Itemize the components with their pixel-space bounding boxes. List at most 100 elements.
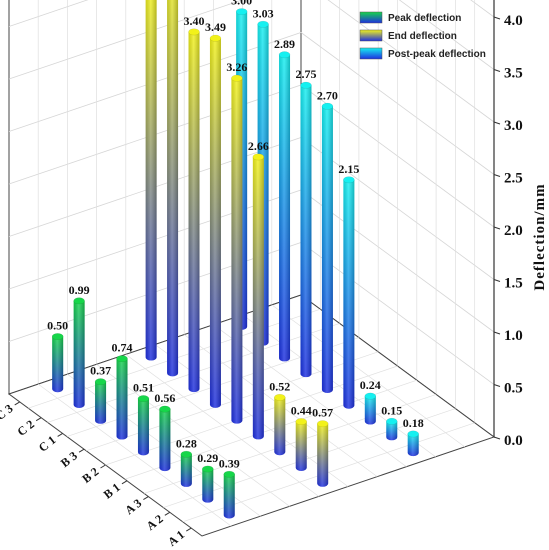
value-label: 2.15	[338, 162, 359, 176]
category-tick	[78, 448, 85, 453]
z-tick	[493, 279, 501, 282]
bar-shading	[321, 106, 333, 393]
bar-shading	[223, 474, 235, 519]
bar-cap	[180, 450, 193, 458]
category-tick	[14, 401, 20, 406]
grid-line	[37, 383, 232, 527]
value-label: 0.29	[197, 451, 218, 465]
bar-shading	[279, 54, 291, 362]
bar-cap	[137, 395, 150, 403]
bar-shading	[343, 179, 355, 409]
value-label: 2.75	[295, 67, 316, 81]
bar-c3-series1	[145, 0, 157, 361]
z-tick	[493, 331, 501, 335]
category-tick	[57, 433, 63, 437]
legend-label: End deflection	[388, 31, 457, 42]
z-tick	[493, 436, 501, 440]
bar-shading	[202, 469, 214, 503]
bar-cap	[202, 465, 214, 473]
category-tick	[143, 496, 149, 500]
value-label: 0.56	[154, 391, 175, 405]
bar-shading	[386, 421, 398, 441]
legend: Peak deflection End deflection Post-peak d…	[359, 11, 486, 60]
z-axis-title: Deflection/mm	[532, 183, 548, 290]
category-label: C 3	[0, 401, 16, 423]
value-label: 3.03	[253, 6, 274, 20]
category-tick	[121, 480, 128, 485]
bar-a3-series0	[180, 450, 193, 487]
grid-line	[96, 364, 290, 507]
legend-item: End deflection	[359, 29, 457, 42]
legend-swatch	[359, 11, 383, 24]
grid-line	[8, 0, 495, 70]
bar-cap	[94, 378, 107, 386]
legend-item: Post-peak deflection	[359, 47, 486, 60]
bar-b3-series2	[300, 81, 312, 378]
bar-a1-series2	[407, 430, 419, 457]
value-label: 2.70	[317, 88, 338, 102]
value-label: 2.66	[248, 139, 269, 153]
z-tick-label: 4.0	[504, 13, 523, 29]
bar-shading	[317, 423, 329, 487]
bar-c1-series1	[188, 28, 200, 393]
category-label: C 2	[14, 417, 37, 439]
bar-cap	[407, 430, 419, 438]
bar-cap	[321, 102, 334, 110]
bar-b2-series1	[231, 74, 243, 424]
bar-a2-series0	[202, 465, 214, 503]
z-tick-label: 0.0	[504, 433, 523, 449]
bar-a2-series1	[295, 418, 307, 471]
bar-shading	[407, 433, 419, 457]
legend-label: Peak deflection	[388, 13, 461, 24]
bar-b1-series1	[252, 153, 265, 440]
category-label: A 3	[122, 496, 144, 518]
value-label: 0.57	[312, 406, 333, 420]
z-tick-label: 0.5	[504, 381, 523, 397]
value-label: 0.51	[133, 381, 154, 395]
bar-cap	[278, 51, 291, 59]
bar-a1-series0	[223, 470, 235, 519]
bar-c2-series1	[167, 0, 179, 377]
bar-shading	[300, 85, 312, 378]
bar-cap	[235, 8, 248, 16]
bar-c1-series0	[94, 378, 107, 424]
bar-shading	[188, 31, 200, 393]
bar-shading	[295, 421, 307, 471]
bar-shading	[73, 300, 85, 408]
value-label: 0.37	[90, 364, 111, 378]
bar-shading	[145, 0, 157, 361]
value-label: 0.99	[69, 283, 90, 297]
value-label: 0.52	[269, 379, 290, 393]
value-label: 0.50	[47, 319, 68, 333]
category-label: C 1	[36, 433, 59, 455]
bar-a3-series2	[364, 392, 377, 425]
bar-shading	[180, 454, 192, 487]
value-label: 0.24	[360, 378, 381, 392]
z-tick	[493, 69, 501, 72]
value-label: 3.49	[205, 20, 226, 34]
bar-b1-series0	[159, 405, 171, 472]
value-label: 0.74	[112, 341, 133, 355]
z-tick-label: 1.5	[504, 276, 523, 292]
bar-a3-series1	[274, 393, 286, 456]
value-label: 3.26	[226, 60, 247, 74]
z-tick	[493, 384, 501, 387]
bar-cap	[51, 333, 64, 340]
bar-cap	[188, 28, 200, 36]
bar-b3-series1	[209, 34, 222, 408]
grid-line	[125, 354, 320, 497]
bar-cap	[386, 417, 398, 425]
grid-line	[8, 0, 495, 123]
legend-label: Post-peak deflection	[388, 49, 486, 60]
value-label: 0.15	[381, 403, 402, 417]
bar-shading	[274, 397, 286, 456]
bar-cap	[159, 405, 171, 413]
value-label: 2.89	[274, 37, 295, 51]
bar-shading	[364, 396, 376, 425]
grid-line	[242, 314, 436, 458]
category-tick	[164, 511, 171, 516]
bar-shading	[252, 156, 264, 440]
bar-cap	[223, 470, 235, 478]
bar-b1-series2	[343, 176, 355, 409]
